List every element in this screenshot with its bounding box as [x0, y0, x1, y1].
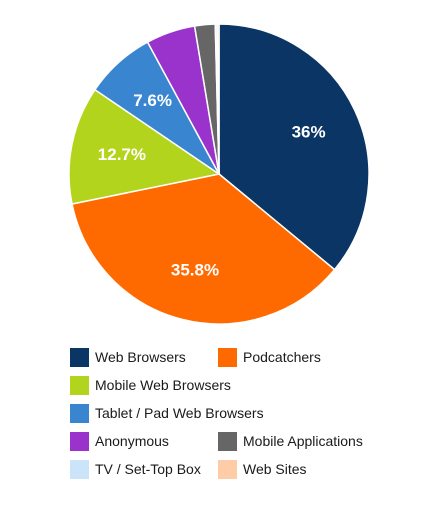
legend-swatch: [70, 347, 89, 367]
legend-item: Mobile Web Browsers: [70, 374, 231, 396]
legend-item: Web Browsers: [70, 346, 186, 368]
legend-item: Web Sites: [218, 458, 307, 480]
legend-label: Tablet / Pad Web Browsers: [95, 405, 264, 421]
legend-label: TV / Set-Top Box: [95, 461, 201, 477]
pie-slice-web-sites: [216, 23, 220, 175]
legend-item: TV / Set-Top Box: [70, 458, 201, 480]
pie-slice-mobile-web-browsers: [68, 88, 221, 205]
legend-swatch: [218, 347, 237, 367]
legend-swatch: [70, 431, 89, 451]
legend-label: Anonymous: [95, 433, 169, 449]
pie-slices: [68, 23, 370, 325]
legend-item: Podcatchers: [218, 346, 321, 368]
pie-data-label: 7.6%: [133, 91, 172, 110]
legend-label: Web Sites: [243, 461, 307, 477]
legend-swatch: [70, 403, 89, 423]
pie-data-label: 36%: [292, 122, 326, 141]
legend-swatch: [218, 431, 237, 451]
legend-label: Mobile Web Browsers: [95, 377, 231, 393]
pie-slice-podcatchers: [71, 173, 336, 325]
pie-data-label: 35.8%: [171, 261, 219, 280]
pie-data-label: 12.7%: [98, 145, 146, 164]
pie-chart: 36% 35.8% 12.7% 7.6%: [68, 23, 370, 325]
legend-label: Mobile Applications: [243, 433, 363, 449]
pie-labels: 36% 35.8% 12.7% 7.6%: [98, 91, 326, 279]
legend-label: Web Browsers: [95, 349, 186, 365]
legend-item: Anonymous: [70, 430, 169, 452]
pie-slice-web-browsers: [218, 23, 370, 271]
legend-label: Podcatchers: [243, 349, 321, 365]
legend-swatch: [70, 459, 89, 479]
legend-swatch: [218, 459, 237, 479]
legend-swatch: [70, 375, 89, 395]
legend-item: Mobile Applications: [218, 430, 363, 452]
legend-item: Tablet / Pad Web Browsers: [70, 402, 264, 424]
